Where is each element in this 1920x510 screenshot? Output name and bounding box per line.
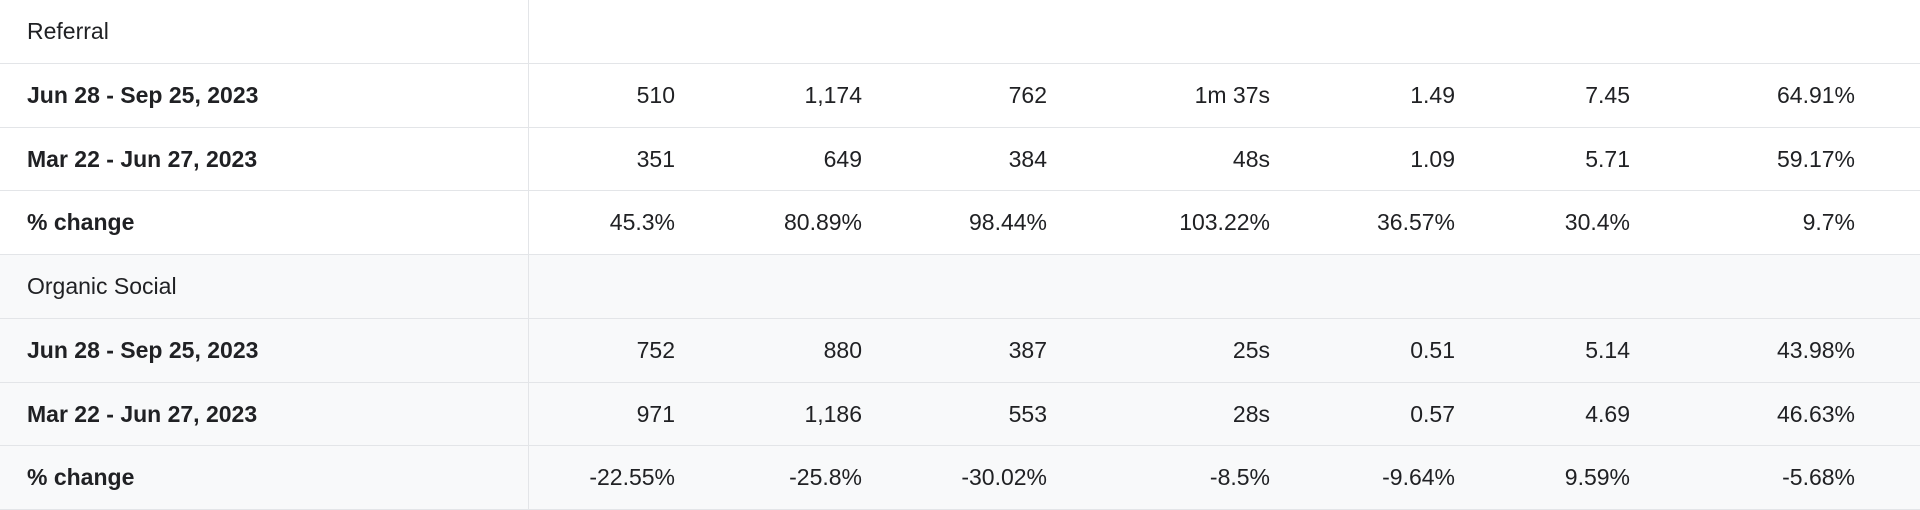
- group-row: Referral: [0, 0, 1920, 64]
- row-label: Mar 22 - Jun 27, 2023: [27, 145, 258, 172]
- cell-value: 4.69: [1585, 400, 1630, 427]
- cell-value: 752: [636, 336, 675, 363]
- cell-value: 98.44%: [968, 209, 1047, 236]
- row-label: % change: [27, 464, 135, 491]
- cell-value: -25.8%: [789, 464, 862, 491]
- column-divider: [528, 191, 529, 254]
- data-row: Mar 22 - Jun 27, 2023 971 1,186 553 28s 0.57 4…: [0, 382, 1920, 447]
- cell-value: -9.64%: [1382, 464, 1455, 491]
- cell-value: 5.71: [1585, 145, 1630, 172]
- cell-value: 30.4%: [1564, 209, 1630, 236]
- cell-value: 64.91%: [1776, 81, 1855, 108]
- cell-value: 80.89%: [783, 209, 862, 236]
- cell-value: 762: [1008, 81, 1047, 108]
- column-divider: [528, 382, 529, 446]
- data-row: Jun 28 - Sep 25, 2023 752 880 387 25s 0.51 5.1…: [0, 318, 1920, 383]
- cell-value: 387: [1008, 336, 1047, 363]
- data-row: % change 45.3% 80.89% 98.44% 103.22% 36.57% 30…: [0, 191, 1920, 255]
- cell-value: 1.49: [1410, 81, 1455, 108]
- cell-value: 351: [636, 145, 675, 172]
- column-divider: [528, 0, 529, 63]
- cell-value: 48s: [1232, 145, 1270, 172]
- column-divider: [528, 446, 529, 509]
- column-divider: [528, 127, 529, 191]
- cell-value: 0.57: [1410, 400, 1455, 427]
- cell-value: 7.45: [1585, 81, 1630, 108]
- data-row: Mar 22 - Jun 27, 2023 351 649 384 48s 1.09 5.7…: [0, 127, 1920, 192]
- cell-value: -22.55%: [589, 464, 675, 491]
- cell-value: 1.09: [1410, 145, 1455, 172]
- cell-value: 1,174: [804, 81, 862, 108]
- cell-value: 0.51: [1410, 336, 1455, 363]
- cell-value: 46.63%: [1776, 400, 1855, 427]
- group-name: Organic Social: [27, 273, 177, 299]
- row-label: Mar 22 - Jun 27, 2023: [27, 400, 258, 427]
- row-label: Jun 28 - Sep 25, 2023: [27, 336, 259, 363]
- data-row: % change -22.55% -25.8% -30.02% -8.5% -9.64% 9…: [0, 446, 1920, 510]
- cell-value: -5.68%: [1782, 464, 1855, 491]
- column-divider: [528, 63, 529, 127]
- cell-value: 384: [1008, 145, 1047, 172]
- cell-value: 25s: [1232, 336, 1270, 363]
- cell-value: -8.5%: [1209, 464, 1270, 491]
- cell-value: 45.3%: [609, 209, 675, 236]
- cell-value: 880: [823, 336, 862, 363]
- group-row: Organic Social: [0, 255, 1920, 319]
- cell-value: 103.22%: [1179, 209, 1270, 236]
- cell-value: 28s: [1232, 400, 1270, 427]
- group-name: Referral: [27, 18, 109, 44]
- cell-value: 971: [636, 400, 675, 427]
- cell-value: 553: [1008, 400, 1047, 427]
- column-divider: [528, 255, 529, 318]
- cell-value: 1,186: [804, 400, 862, 427]
- data-row: Jun 28 - Sep 25, 2023 510 1,174 762 1m 37s 1.…: [0, 63, 1920, 128]
- row-label: % change: [27, 209, 135, 236]
- row-label: Jun 28 - Sep 25, 2023: [27, 81, 259, 108]
- cell-value: 510: [636, 81, 675, 108]
- cell-value: 9.59%: [1564, 464, 1630, 491]
- cell-value: 1m 37s: [1194, 81, 1270, 108]
- cell-value: 36.57%: [1376, 209, 1455, 236]
- column-divider: [528, 318, 529, 382]
- cell-value: -30.02%: [961, 464, 1047, 491]
- cell-value: 43.98%: [1776, 336, 1855, 363]
- cell-value: 59.17%: [1776, 145, 1855, 172]
- cell-value: 5.14: [1585, 336, 1630, 363]
- cell-value: 9.7%: [1802, 209, 1855, 236]
- cell-value: 649: [823, 145, 862, 172]
